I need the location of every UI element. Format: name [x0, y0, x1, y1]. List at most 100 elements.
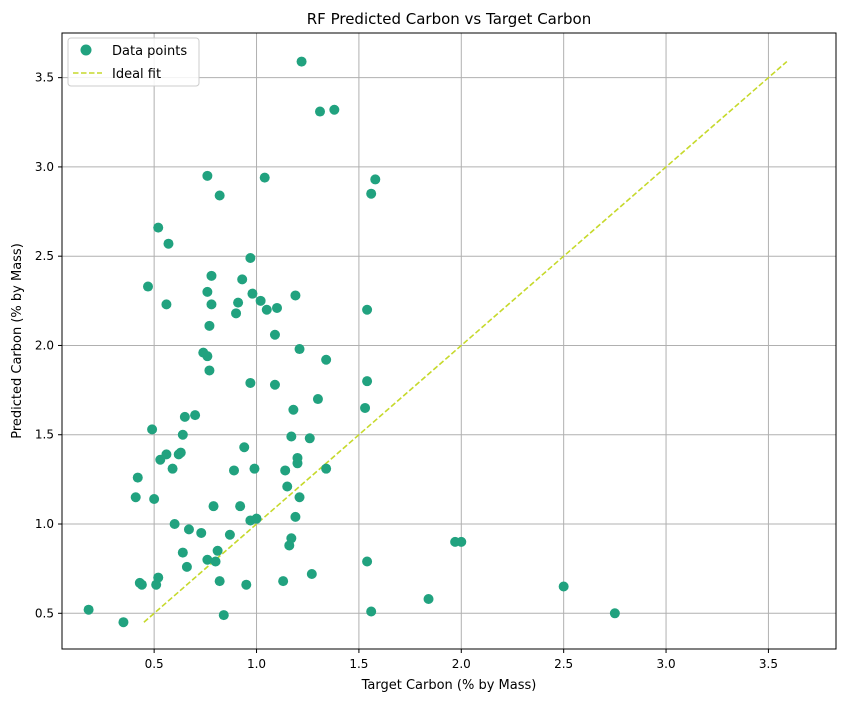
data-point	[304, 433, 315, 444]
data-point	[218, 610, 229, 621]
y-tick-label: 2.0	[35, 338, 54, 352]
data-point	[231, 308, 242, 319]
data-point	[245, 377, 256, 388]
data-point	[204, 365, 215, 376]
data-point	[609, 608, 620, 619]
data-point	[177, 429, 188, 440]
data-point	[233, 297, 244, 308]
y-tick-label: 0.5	[35, 606, 54, 620]
data-point	[286, 431, 297, 442]
data-point	[362, 376, 373, 387]
x-axis-label: Target Carbon (% by Mass)	[361, 678, 537, 693]
data-point	[282, 481, 293, 492]
data-point	[175, 447, 186, 458]
data-point	[204, 320, 215, 331]
data-point	[224, 529, 235, 540]
y-tick-label: 2.5	[35, 249, 54, 263]
data-point	[153, 572, 164, 583]
chart-title: RF Predicted Carbon vs Target Carbon	[307, 10, 591, 28]
legend-label-ideal-fit: Ideal fit	[112, 67, 161, 82]
data-points-layer	[83, 56, 620, 628]
data-point	[118, 617, 129, 628]
data-point	[269, 329, 280, 340]
data-point	[290, 290, 301, 301]
data-point	[247, 288, 258, 299]
ideal-fit-line	[143, 60, 788, 623]
legend: Data points Ideal fit	[67, 37, 200, 87]
x-tick-label: 0.5	[145, 657, 164, 671]
x-tick-label: 2.5	[554, 657, 573, 671]
data-point	[329, 104, 340, 115]
data-point	[237, 274, 248, 285]
data-point	[241, 579, 252, 590]
data-point	[169, 519, 180, 530]
data-point	[161, 299, 172, 310]
data-point	[255, 295, 266, 306]
data-point	[143, 281, 153, 292]
data-point	[360, 402, 371, 413]
data-point	[251, 513, 262, 524]
legend-label-data-points: Data points	[112, 44, 187, 59]
data-point	[183, 524, 194, 535]
data-point	[202, 351, 213, 362]
data-point	[370, 174, 381, 185]
data-point	[130, 492, 141, 503]
x-tick-label: 3.5	[759, 657, 778, 671]
data-point	[366, 606, 377, 617]
data-point	[259, 172, 270, 183]
y-tick-label: 3.5	[35, 71, 54, 85]
y-axis: 0.5 1.0 1.5 2.0 2.5 3.0 3.5	[35, 71, 62, 620]
data-point	[261, 304, 272, 315]
y-axis-label: Predicted Carbon (% by Mass)	[10, 243, 25, 439]
data-point	[235, 501, 246, 512]
legend-box	[67, 37, 200, 87]
x-tick-label: 2.0	[452, 657, 471, 671]
data-point	[288, 404, 299, 415]
data-point	[280, 465, 291, 476]
data-point	[245, 252, 256, 263]
plot-frame	[61, 32, 837, 650]
data-point	[315, 106, 325, 117]
data-point	[272, 302, 282, 313]
data-point	[147, 424, 158, 435]
data-point	[167, 463, 178, 474]
data-point	[286, 533, 297, 544]
data-point	[294, 344, 305, 355]
data-point	[294, 492, 305, 503]
data-point	[83, 604, 94, 615]
data-point	[153, 222, 164, 233]
data-point	[132, 472, 143, 483]
data-point	[292, 452, 303, 463]
data-point	[269, 379, 280, 390]
data-point	[456, 536, 467, 547]
data-point	[249, 463, 260, 474]
data-point	[202, 554, 213, 565]
y-tick-label: 1.5	[35, 428, 54, 442]
data-point	[321, 354, 332, 365]
data-point	[161, 449, 172, 460]
data-point	[206, 299, 217, 310]
data-point	[202, 286, 213, 297]
data-point	[423, 594, 434, 605]
data-point	[136, 579, 147, 590]
x-axis: 0.5 1.0 1.5 2.0 2.5 3.0 3.5	[145, 649, 778, 671]
data-point	[306, 569, 317, 580]
data-point	[312, 394, 323, 405]
data-point	[208, 501, 219, 512]
y-tick-label: 1.0	[35, 517, 54, 531]
data-point	[321, 463, 332, 474]
x-tick-label: 1.5	[349, 657, 368, 671]
data-point	[214, 190, 225, 201]
data-point	[558, 581, 569, 592]
data-point	[202, 170, 213, 181]
data-point	[181, 561, 192, 572]
data-point	[214, 576, 225, 587]
y-tick-label: 3.0	[35, 160, 54, 174]
x-tick-label: 1.0	[247, 657, 266, 671]
data-point	[290, 511, 301, 522]
data-point	[212, 545, 223, 556]
grid	[62, 33, 836, 649]
data-point	[206, 270, 217, 281]
data-point	[177, 547, 188, 558]
